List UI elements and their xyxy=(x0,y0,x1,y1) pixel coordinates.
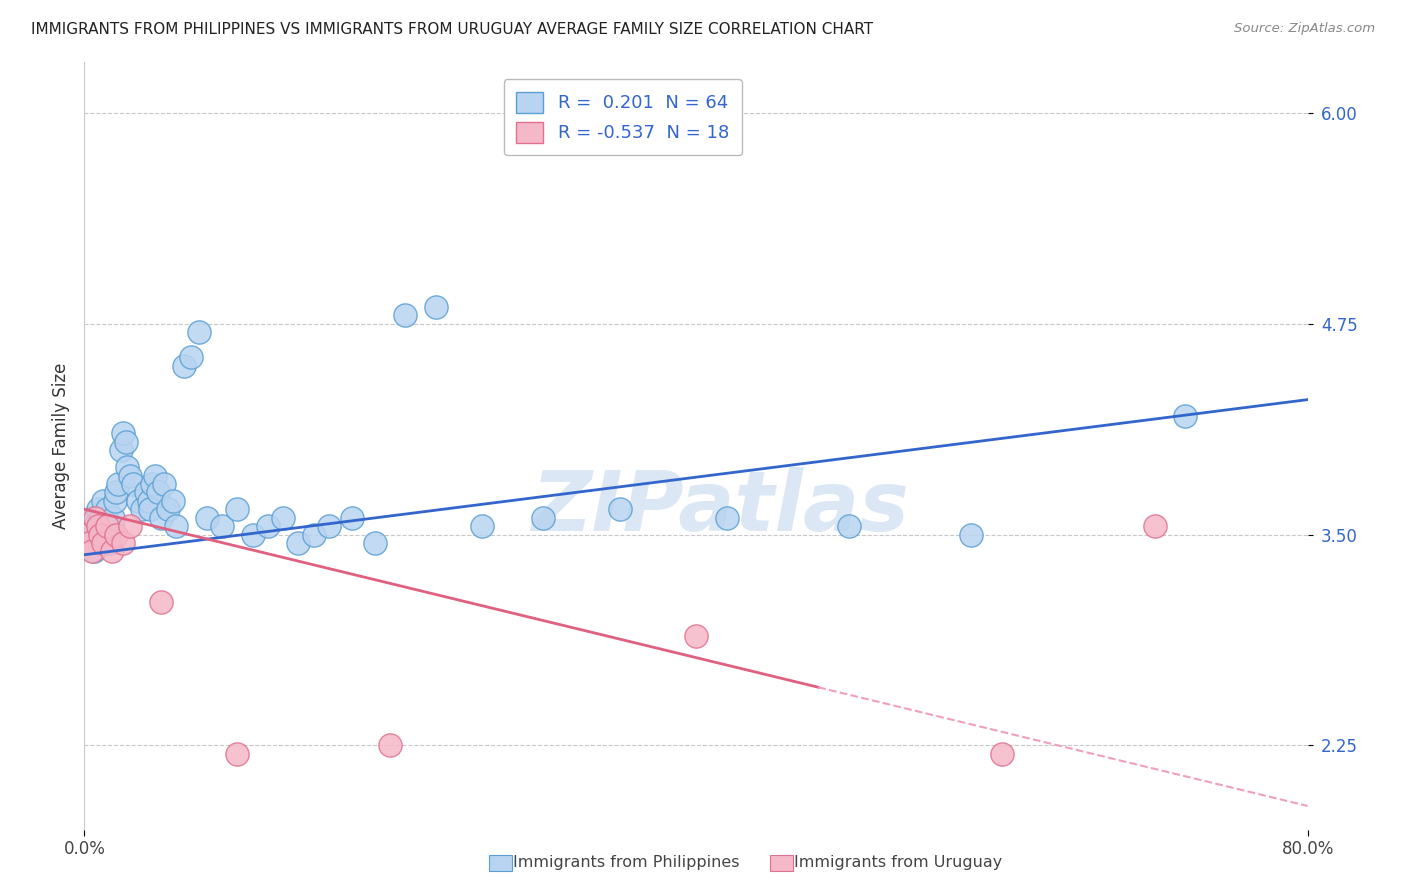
Point xyxy=(80,510,103,524)
Point xyxy=(101,544,124,558)
Point xyxy=(91,536,114,550)
Point xyxy=(94,519,117,533)
Point xyxy=(257,519,280,533)
Point xyxy=(287,536,309,550)
Point xyxy=(76,527,98,541)
Point xyxy=(531,510,554,524)
Point xyxy=(162,493,184,508)
Y-axis label: Average Family Size: Average Family Size xyxy=(52,363,70,529)
Point xyxy=(110,443,132,458)
Point xyxy=(96,502,118,516)
Point xyxy=(242,527,264,541)
Point xyxy=(149,595,172,609)
Point xyxy=(107,477,129,491)
Point xyxy=(89,527,111,541)
Point xyxy=(131,502,153,516)
Point xyxy=(97,527,120,541)
Point xyxy=(120,468,142,483)
Point xyxy=(302,527,325,541)
Point xyxy=(318,519,340,533)
Point xyxy=(685,629,707,643)
Point xyxy=(101,519,124,533)
Point xyxy=(83,544,105,558)
Point xyxy=(84,519,107,533)
Point xyxy=(226,502,249,516)
Point xyxy=(165,519,187,533)
Point xyxy=(111,426,134,441)
Text: Immigrants from Philippines: Immigrants from Philippines xyxy=(513,855,740,870)
Point xyxy=(76,527,98,541)
Point xyxy=(115,460,138,475)
Point xyxy=(98,536,121,550)
Point xyxy=(138,493,160,508)
Point xyxy=(991,747,1014,761)
Point xyxy=(394,309,416,323)
Point xyxy=(471,519,494,533)
Point xyxy=(195,510,218,524)
Point xyxy=(180,351,202,365)
Point xyxy=(86,527,108,541)
Point xyxy=(141,477,163,491)
Legend: R =  0.201  N = 64, R = -0.537  N = 18: R = 0.201 N = 64, R = -0.537 N = 18 xyxy=(503,79,741,155)
Text: ZIPatlas: ZIPatlas xyxy=(531,467,910,548)
Point xyxy=(838,519,860,533)
Bar xyxy=(489,855,512,871)
Point xyxy=(105,527,128,541)
Bar xyxy=(770,855,793,871)
Point xyxy=(188,325,211,339)
Point xyxy=(146,485,169,500)
Point xyxy=(105,485,128,500)
Point xyxy=(127,493,149,508)
Point xyxy=(87,502,110,516)
Point xyxy=(91,493,114,508)
Point xyxy=(104,493,127,508)
Point xyxy=(149,510,172,524)
Point xyxy=(364,536,387,550)
Point xyxy=(93,527,115,541)
Point xyxy=(96,519,118,533)
Point xyxy=(79,536,101,550)
Point xyxy=(135,485,157,500)
Point xyxy=(960,527,983,541)
Point xyxy=(1143,519,1166,533)
Point xyxy=(114,434,136,449)
Point xyxy=(226,747,249,761)
Point xyxy=(139,502,162,516)
Point xyxy=(157,502,180,516)
Point xyxy=(120,519,142,533)
Point xyxy=(211,519,233,533)
Point xyxy=(340,510,363,524)
Point xyxy=(89,536,111,550)
Point xyxy=(1174,409,1197,424)
Point xyxy=(122,477,145,491)
Point xyxy=(153,477,176,491)
Point xyxy=(84,510,107,524)
Point xyxy=(173,359,195,373)
Point xyxy=(609,502,631,516)
Point xyxy=(271,510,294,524)
Point xyxy=(77,536,100,550)
Text: Immigrants from Uruguay: Immigrants from Uruguay xyxy=(794,855,1002,870)
Point xyxy=(111,536,134,550)
Point xyxy=(103,510,125,524)
Point xyxy=(77,519,100,533)
Point xyxy=(380,738,402,752)
Point xyxy=(89,519,111,533)
Point xyxy=(143,468,166,483)
Text: IMMIGRANTS FROM PHILIPPINES VS IMMIGRANTS FROM URUGUAY AVERAGE FAMILY SIZE CORRE: IMMIGRANTS FROM PHILIPPINES VS IMMIGRANT… xyxy=(31,22,873,37)
Point xyxy=(80,544,103,558)
Point xyxy=(90,510,112,524)
Point xyxy=(425,300,447,314)
Point xyxy=(87,519,110,533)
Text: Source: ZipAtlas.com: Source: ZipAtlas.com xyxy=(1234,22,1375,36)
Point xyxy=(716,510,738,524)
